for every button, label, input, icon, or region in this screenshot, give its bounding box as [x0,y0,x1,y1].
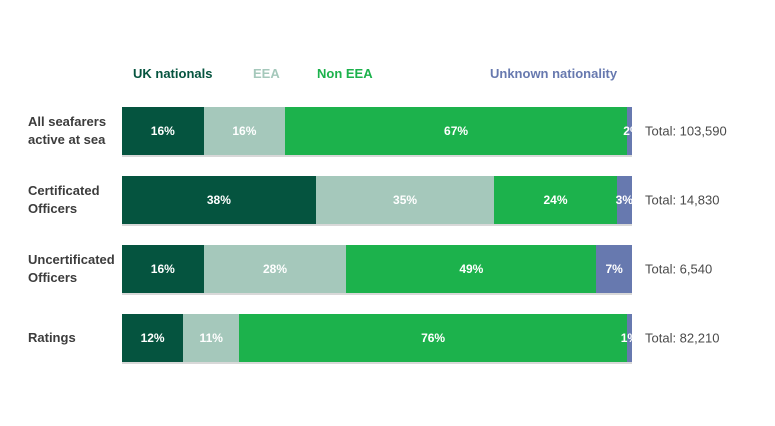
chart-row: All seafarers active at sea 16%16%67%2% … [0,107,775,155]
bar-segment: 1% [621,314,632,362]
bar: 38% 35% 24% 3% [122,176,632,224]
row-total: Total: 6,540 [645,261,713,277]
bar-segment: 28% [203,245,347,293]
segment-value-label: 12% [140,331,165,345]
bar-segment: 24% [494,176,617,224]
bar: 16% 28% 49% 7% [122,245,632,293]
segment-value-label: 24% [543,193,568,207]
segment-value-label: 3% [615,193,632,207]
chart-row: Ratings 12% 11% 76% 1% Total: 82,210 [0,314,775,362]
segment-value-label: 28% [262,262,287,276]
bar-segment: 2% [623,107,632,155]
chart: All seafarers active at sea 16%16%67%2% … [0,107,775,383]
bar: 16% 16% 67% 2% [122,107,632,155]
bar-segment: 49% [346,245,597,293]
segment-value-label: 7% [605,262,623,276]
row-total: Total: 14,830 [645,192,720,208]
chart-row: Uncertificated Officers 16% 28% 49% 7% Tota… [0,245,775,293]
bar-segment: 38% [122,176,316,224]
segment-value-label: 38% [206,193,231,207]
bar: 12% 11% 76% 1% [122,314,632,362]
legend-item-eea: EEA [253,66,280,81]
segment-value-label: 35% [393,193,418,207]
bar-segment: 16% [122,107,204,155]
legend: UK nationals EEA Non EEA Unknown nationa… [0,66,775,84]
bar-segment: 67% [285,107,627,155]
row-label: Ratings [28,330,76,345]
bar-segment: 3% [615,176,632,224]
segment-value-label: 1% [620,331,632,345]
row-label: Certificated Officers [28,183,100,216]
row-label: Uncertificated Officers [28,252,115,285]
bar-segment: 7% [596,245,632,293]
row-total: Total: 82,210 [645,330,720,346]
segment-value-label: 76% [421,331,446,345]
segment-value-label: 16% [150,124,175,138]
row-total: Total: 103,590 [645,123,727,139]
segment-value-label: 67% [444,124,469,138]
legend-item-non-eea: Non EEA [317,66,373,81]
segment-value-label: 2% [623,124,632,138]
legend-item-unknown-nationality: Unknown nationality [490,66,618,81]
chart-row: Certificated Officers 38% 35% 24% 3% Total:… [0,176,775,224]
segment-value-label: 11% [199,331,223,345]
bar-segment: 16% [203,107,286,155]
legend-item-uk-nationals: UK nationals [133,66,213,81]
segment-value-label: 16% [232,124,257,138]
bar-segment: 16% [122,245,204,293]
segment-value-label: 49% [459,262,484,276]
bar-segment: 12% [122,314,184,362]
row-label: All seafarers active at sea [28,114,107,147]
bar-segment: 11% [183,314,240,362]
bar-segment: 35% [315,176,495,224]
bar-segment: 76% [239,314,627,362]
segment-value-label: 16% [150,262,175,276]
